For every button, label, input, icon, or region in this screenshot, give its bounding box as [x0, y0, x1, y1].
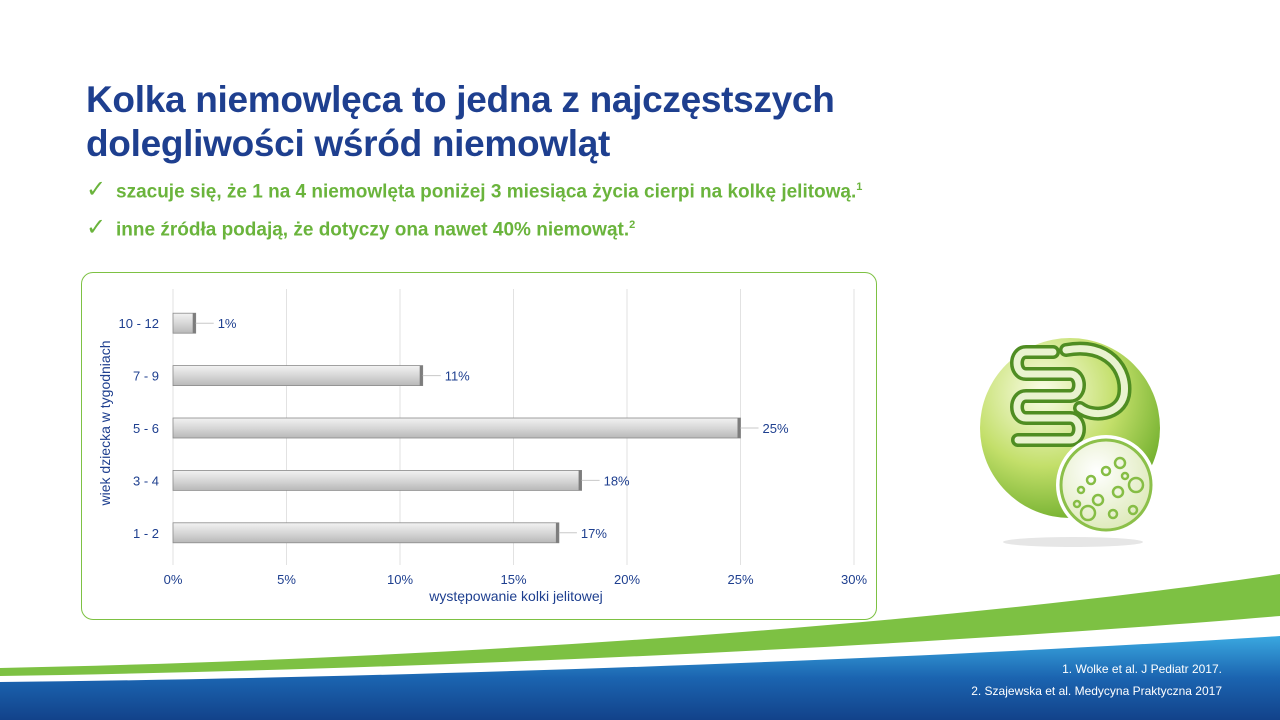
footer-wave-band: [0, 574, 1280, 720]
x-tick-label: 10%: [387, 572, 413, 587]
page-title: Kolka niemowlęca to jedna z najczęstszyc…: [86, 78, 835, 166]
bullet-list: ✓ szacuje się, że 1 na 4 niemowlęta poniż…: [86, 168, 862, 244]
category-label: 7 - 9: [133, 369, 159, 384]
checkmark-icon: ✓: [86, 214, 107, 242]
bar-chart: 0% 5% 10% 15% 20% 25% 30% 1% 10 - 12 11% 7 - 9 25% 5…: [97, 289, 867, 604]
bar-end-cap: [419, 365, 423, 386]
title-line-2: dolegliwości wśród niemowląt: [86, 123, 611, 164]
bullet-item-2: ✓ inne źródła podają, że dotyczy ona nawe…: [86, 206, 862, 244]
intestine-bacteria-icon: [980, 338, 1160, 547]
category-label: 10 - 12: [119, 316, 159, 331]
bar: [172, 469, 583, 491]
y-axis-title: wiek dziecka w tygodniach: [97, 341, 113, 507]
x-tick-label: 5%: [277, 572, 296, 587]
bar-end-cap: [555, 522, 559, 543]
x-tick-label: 15%: [500, 572, 526, 587]
bullet-footnote-2: 2: [629, 219, 636, 231]
reference-1: 1. Wolke et al. J Pediatr 2017.: [1062, 662, 1222, 676]
bullet-text-1: szacuje się, że 1 na 4 niemowlęta poniże…: [116, 181, 857, 203]
chart-panel: 0% 5% 10% 15% 20% 25% 30% 1% 10 - 12 11% 7 - 9 25% 5…: [81, 272, 877, 620]
data-label: 11%: [445, 369, 470, 384]
x-axis-title: występowanie kolki jelitowej: [428, 588, 603, 604]
category-label: 1 - 2: [133, 526, 159, 541]
bar: [172, 417, 741, 439]
bullet-item-1: ✓ szacuje się, że 1 na 4 niemowlęta poniż…: [86, 168, 862, 206]
bar-end-cap: [737, 418, 741, 438]
bar-end-cap: [192, 313, 196, 334]
category-label: 3 - 4: [133, 473, 159, 488]
data-label: 17%: [581, 526, 607, 541]
bar: [172, 365, 424, 386]
bar: [172, 522, 560, 544]
checkmark-icon: ✓: [86, 176, 107, 204]
title-line-1: Kolka niemowlęca to jedna z najczęstszyc…: [86, 79, 835, 120]
x-tick-label: 20%: [614, 572, 640, 587]
category-label: 5 - 6: [133, 421, 159, 436]
bar-end-cap: [578, 470, 582, 491]
x-tick-label: 25%: [727, 572, 753, 587]
bar: [172, 312, 197, 334]
bullet-text-2: inne źródła podają, że dotyczy ona nawet…: [116, 219, 630, 241]
data-label: 25%: [763, 421, 789, 436]
data-label: 1%: [218, 316, 237, 331]
bullet-footnote-1: 1: [856, 181, 863, 193]
x-tick-label: 0%: [164, 572, 183, 587]
x-tick-label: 30%: [841, 572, 867, 587]
reference-2: 2. Szajewska et al. Medycyna Praktyczna …: [971, 684, 1222, 698]
data-label: 18%: [604, 473, 630, 488]
